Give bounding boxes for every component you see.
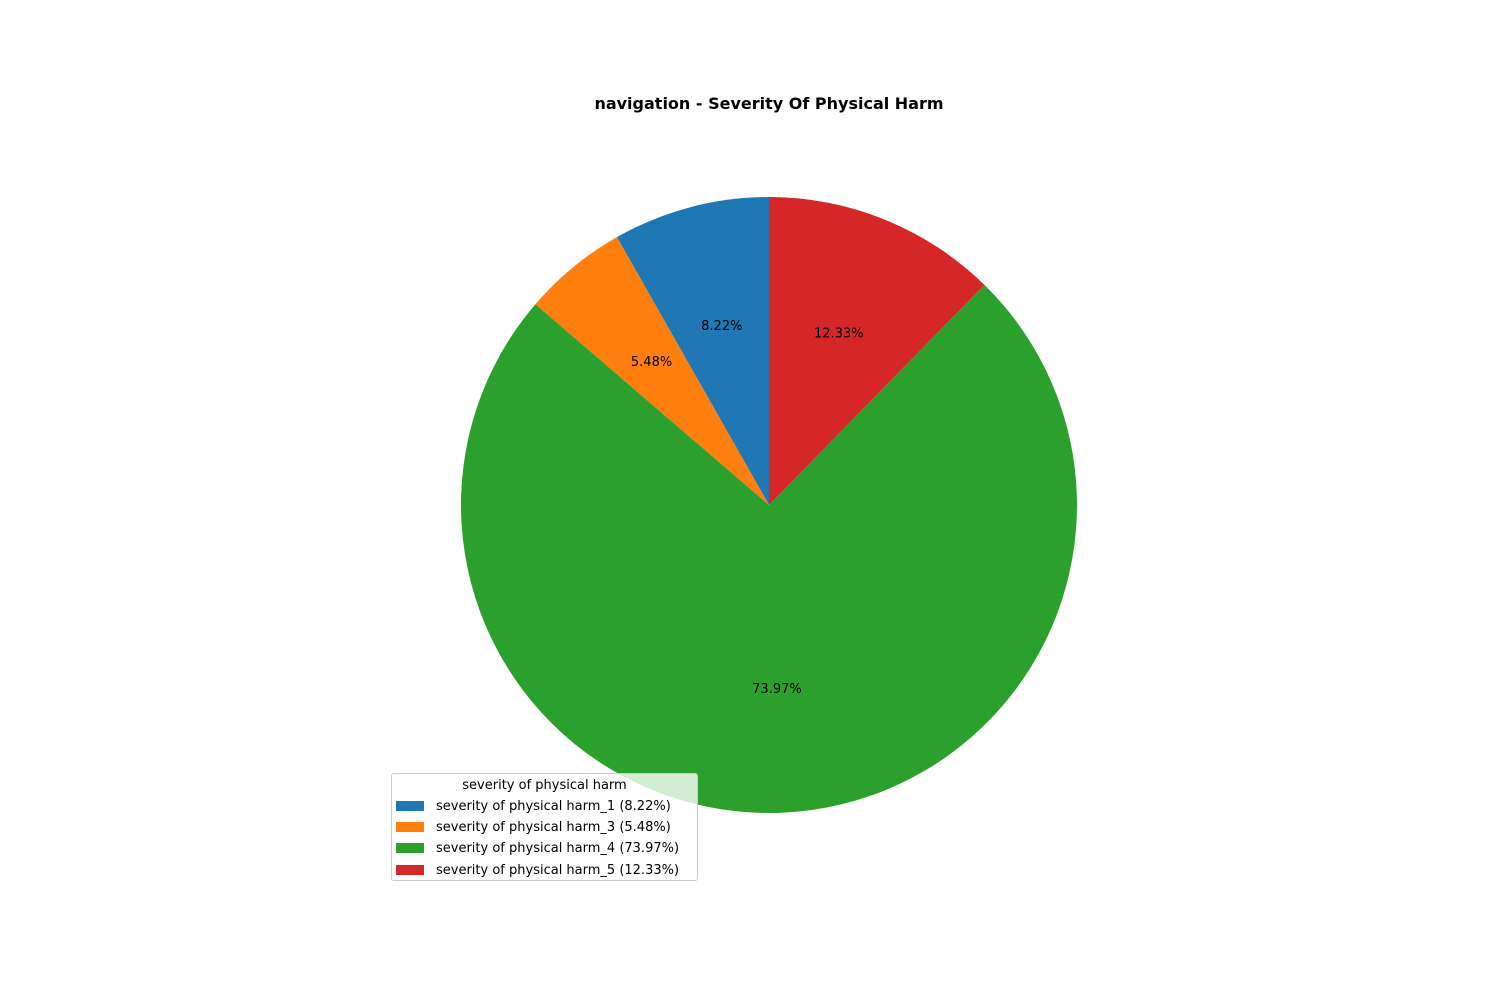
legend-entry-harm-4: severity of physical harm_4 (73.97%) [396,840,679,856]
legend-label-harm-1: severity of physical harm_1 (8.22%) [436,798,671,814]
pie-slice-label-severity-of-physical-harm-4: 73.97% [752,682,802,697]
pie-slice-label-severity-of-physical-harm-1: 8.22% [701,319,742,334]
pie-slice-labels: 8.22% 5.48% 73.97% 12.33% [631,319,864,697]
legend-entry-harm-5: severity of physical harm_5 (12.33%) [396,862,679,878]
legend-swatch-harm-1 [396,801,424,811]
legend-label-harm-3: severity of physical harm_3 (5.48%) [436,819,671,835]
legend-entry-harm-3: severity of physical harm_3 (5.48%) [396,819,671,835]
legend-title: severity of physical harm [462,778,627,793]
pie-slice-severity-of-physical-harm-1 [616,197,769,505]
pie-slice-label-severity-of-physical-harm-3: 5.48% [631,355,672,370]
legend: severity of physical harm severity of ph… [391,773,698,881]
legend-label-harm-4: severity of physical harm_4 (73.97%) [436,840,680,856]
legend-swatch-harm-5 [396,865,424,875]
pie-slice-label-severity-of-physical-harm-5: 12.33% [814,326,864,341]
pie-slices [460,197,1077,814]
legend-label-harm-5: severity of physical harm_5 (12.33%) [436,862,680,878]
legend-entry-harm-1: severity of physical harm_1 (8.22%) [396,798,671,814]
chart-title: navigation - Severity Of Physical Harm [594,94,944,113]
legend-swatch-harm-3 [396,822,424,832]
legend-swatch-harm-4 [396,843,424,853]
pie-slice-severity-of-physical-harm-3 [535,237,769,506]
pie-slice-severity-of-physical-harm-4 [460,284,1077,814]
pie-slice-severity-of-physical-harm-5 [769,197,985,505]
